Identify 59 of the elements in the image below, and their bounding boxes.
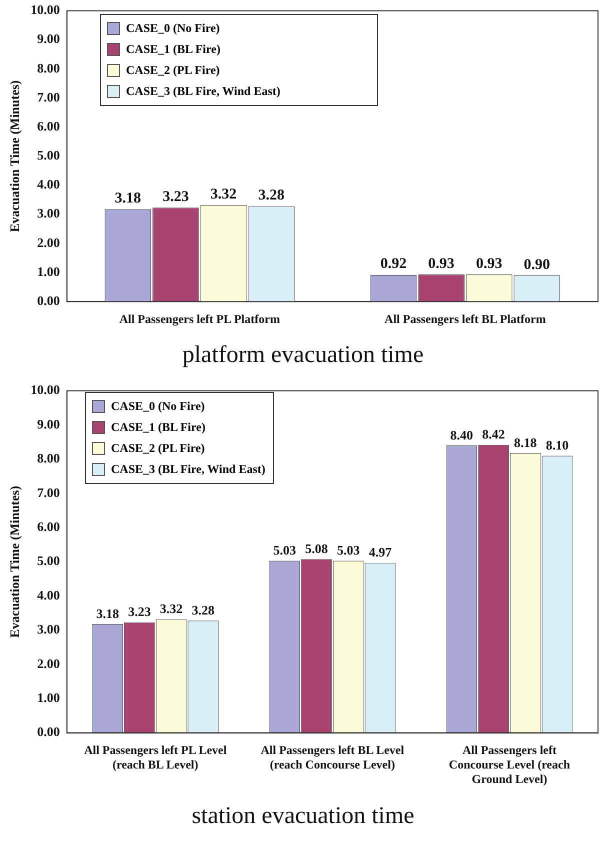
legend-label: CASE_2 (PL Fire) <box>111 441 205 456</box>
data-label: 8.42 <box>482 426 505 442</box>
legend-label: CASE_0 (No Fire) <box>111 399 205 414</box>
y-tick-label: 5.00 <box>37 148 60 163</box>
data-label: 8.40 <box>450 427 474 442</box>
x-tick-label: All Passengers left PL Platform <box>119 312 280 326</box>
x-tick-label: All Passengers left BL Platform <box>384 312 546 326</box>
y-tick-label: 2.00 <box>37 656 60 671</box>
y-tick-label: 4.00 <box>37 176 60 192</box>
x-tick-label: All Passengers left BL Level (reach Concourse Level) <box>260 743 405 772</box>
y-tick-label: 10.00 <box>30 382 60 398</box>
y-axis-title: Evacuation Time (Minutes) <box>7 80 22 232</box>
legend-label: CASE_2 (PL Fire) <box>126 63 220 78</box>
data-label: 0.93 <box>428 256 454 272</box>
y-tick-label: 1.00 <box>37 690 60 705</box>
data-label: 0.90 <box>524 256 550 273</box>
text: platform evacuation time <box>181 341 425 370</box>
data-label: 3.32 <box>210 186 237 202</box>
data-label: 4.97 <box>368 544 392 560</box>
y-tick-label: 9.00 <box>37 31 60 46</box>
data-label: 3.18 <box>96 606 120 621</box>
legend-label: CASE_1 (BL Fire) <box>111 420 206 435</box>
data-label: 3.18 <box>114 190 142 206</box>
legend-label: CASE_3 (BL Fire, Wind East) <box>111 462 266 477</box>
y-tick-label: 1.00 <box>37 264 60 279</box>
data-label: 3.28 <box>192 602 216 618</box>
y-tick-label: 4.00 <box>37 587 60 602</box>
y-tick-label: 0.00 <box>37 292 60 308</box>
y-tick-label: 3.00 <box>37 622 60 637</box>
y-tick-label: 8.00 <box>37 450 60 466</box>
data-label: 3.23 <box>162 189 189 206</box>
data-label: 3.32 <box>160 601 183 616</box>
data-label: 3.23 <box>128 604 152 620</box>
y-tick-label: 9.00 <box>37 416 60 432</box>
legend-label: CASE_3 (BL Fire, Wind East) <box>126 84 280 99</box>
data-label: 8.18 <box>514 434 538 450</box>
data-label: 8.10 <box>546 438 569 453</box>
y-axis-title: Evacuation Time (Minutes) <box>7 486 22 638</box>
data-label: 5.03 <box>336 542 360 558</box>
y-tick-label: 10.00 <box>30 2 60 18</box>
y-tick-label: 3.00 <box>37 206 60 221</box>
y-tick-label: 2.00 <box>37 234 60 250</box>
x-tick-label: All Passengers left Concourse Level (reach Ground Level) <box>448 743 570 786</box>
y-tick-label: 7.00 <box>37 89 60 104</box>
y-tick-label: 0.00 <box>37 724 60 740</box>
y-tick-label: 7.00 <box>37 484 60 500</box>
y-tick-label: 6.00 <box>37 518 60 534</box>
y-tick-label: 8.00 <box>37 60 60 76</box>
legend-label: CASE_1 (BL Fire) <box>126 42 220 57</box>
data-label: 3.28 <box>258 188 284 204</box>
text: station evacuation time <box>190 802 416 831</box>
data-label: 5.08 <box>305 540 328 556</box>
legend-label: CASE_0 (No Fire) <box>126 21 220 36</box>
y-tick-label: 6.00 <box>37 118 60 134</box>
y-tick-label: 5.00 <box>37 553 60 568</box>
x-tick-label: All Passengers left PL Level (reach BL Level) <box>84 743 228 772</box>
data-label: 0.93 <box>476 256 502 272</box>
data-label: 0.92 <box>380 256 407 272</box>
data-label: 5.03 <box>273 542 296 558</box>
